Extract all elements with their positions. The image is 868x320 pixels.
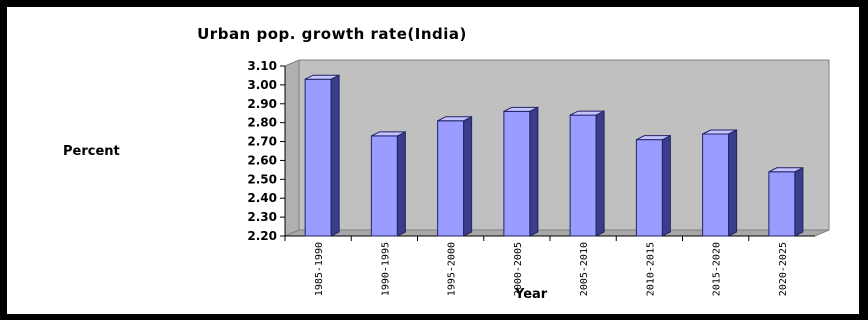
y-tick-label: 2.40 <box>247 191 277 205</box>
x-axis-label: Year <box>515 287 548 302</box>
y-tick-label: 3.10 <box>247 59 277 73</box>
y-tick-label: 2.20 <box>247 229 277 243</box>
bar-side <box>794 166 804 237</box>
bar-top <box>702 129 737 135</box>
bar <box>569 114 597 237</box>
bar-side <box>728 129 738 237</box>
y-tick-label: 2.80 <box>247 116 277 130</box>
chart-title: Urban pop. growth rate(India) <box>197 25 467 43</box>
bar <box>304 78 332 237</box>
x-tick-label: 1995-2000 <box>447 242 458 296</box>
x-tick-label: 1985-1990 <box>314 242 325 296</box>
chart-side-wall <box>284 59 300 237</box>
x-tick-label: 2020-2025 <box>778 242 789 296</box>
bar <box>437 120 465 237</box>
bar-top <box>304 74 340 80</box>
x-tick-label: 2000-2005 <box>513 242 524 296</box>
x-tick-label: 2015-2020 <box>712 242 723 296</box>
bar-side <box>463 115 473 237</box>
x-tick-label: 1990-1995 <box>380 242 391 296</box>
y-tick-label: 2.90 <box>247 97 277 111</box>
y-tick-label: 2.30 <box>247 210 277 224</box>
y-tick-label: 2.50 <box>247 172 277 186</box>
bar-top <box>437 116 472 122</box>
y-tick-label: 2.60 <box>247 153 277 167</box>
bar-top <box>371 131 406 137</box>
bar <box>768 171 796 237</box>
bar-side <box>330 74 340 237</box>
bar-side <box>529 106 539 237</box>
y-axis-label: Percent <box>63 144 120 159</box>
y-tick-label: 2.70 <box>247 135 277 149</box>
bar-top <box>569 110 605 116</box>
y-tick-label: 3.00 <box>247 78 277 92</box>
x-tick-label: 2005-2010 <box>579 242 590 296</box>
bar <box>370 135 398 237</box>
bar-side <box>661 134 671 237</box>
bar-top <box>636 135 671 141</box>
x-tick-label: 2010-2015 <box>645 242 656 296</box>
bar-top <box>768 167 804 173</box>
bar-side <box>595 110 605 237</box>
bar <box>702 133 730 237</box>
bar <box>503 110 531 237</box>
chart-floor <box>284 229 830 237</box>
bar-top <box>503 106 539 112</box>
bar-side <box>396 131 406 237</box>
bar <box>635 139 663 237</box>
